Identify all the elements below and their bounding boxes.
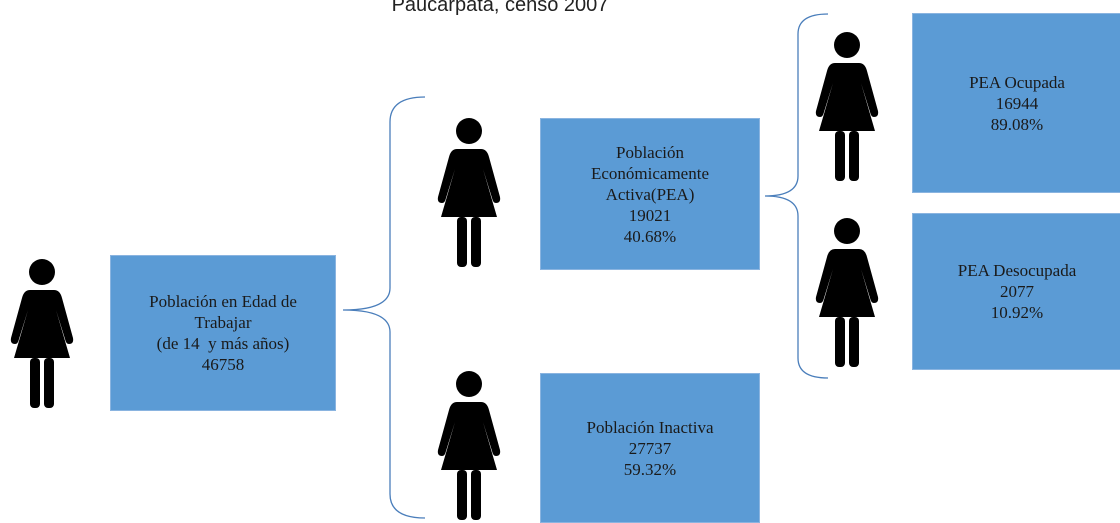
node-text: 16944 [995,93,1039,113]
node-text: PEA Desocupada [957,261,1077,280]
node-text: 46758 [201,355,245,374]
node-text: 19021 [628,205,672,225]
node-text: Población [616,142,684,162]
node-box: Población Económicamente Activa(PEA) 19021 4… [540,118,760,270]
node-text: 40.68% [623,226,677,246]
person-icon [815,32,879,181]
node-text: 59.32% [623,459,677,479]
node-box: PEA Desocupada 2077 10.92% [912,213,1120,370]
node-text: Activa(PEA) [605,184,695,204]
node-text: 89.08% [990,114,1044,134]
brace [764,13,829,379]
person-icon [815,218,879,367]
node-box: Población en Edad de Trabajar (de 14 y más… [110,255,336,411]
brace [342,96,426,519]
node-text: (de 14 y más años) [156,334,290,353]
node-box: Población Inactiva 27737 59.32% [540,373,760,523]
person-icon [437,118,501,267]
node-text: PEA Ocupada [969,72,1065,92]
node-box: PEA Ocupada 16944 89.08% [912,13,1120,193]
node-text: Trabajar [194,313,252,332]
node-text: 10.92% [990,303,1044,322]
node-text: 2077 [1000,282,1034,301]
node-text: Población en Edad de [149,292,297,311]
diagram-title: Paucarpata, censo 2007 [391,0,609,16]
node-text: Población Inactiva [586,417,714,437]
node-text: Económicamente [590,163,709,183]
person-icon [10,259,74,408]
node-text: 27737 [628,438,672,458]
person-icon [437,371,501,520]
